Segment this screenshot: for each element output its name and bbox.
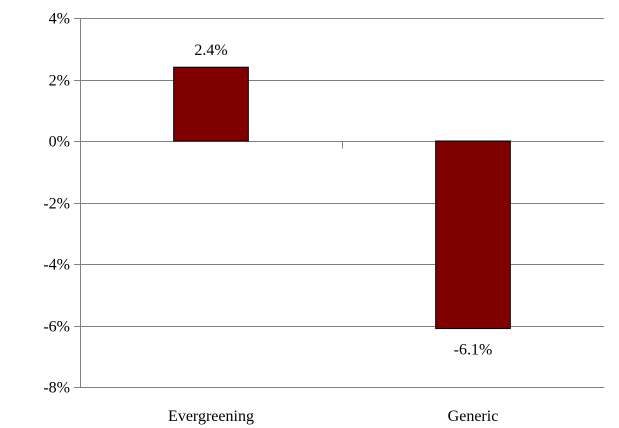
category-label: Evergreening	[168, 408, 254, 425]
y-tick-label: -8%	[43, 380, 70, 397]
bar-generic	[435, 140, 511, 330]
bar-evergreening	[173, 66, 249, 142]
y-tick-label: 4%	[49, 11, 70, 28]
y-tick-label: -4%	[43, 257, 70, 274]
data-label: 2.4%	[194, 42, 227, 59]
y-tick-label: -2%	[43, 196, 70, 213]
y-tick-label: 2%	[49, 73, 70, 90]
category-label: Generic	[448, 408, 499, 425]
y-tick-label: 0%	[49, 134, 70, 151]
data-label: -6.1%	[454, 342, 493, 359]
y-tick-label: -6%	[43, 319, 70, 336]
